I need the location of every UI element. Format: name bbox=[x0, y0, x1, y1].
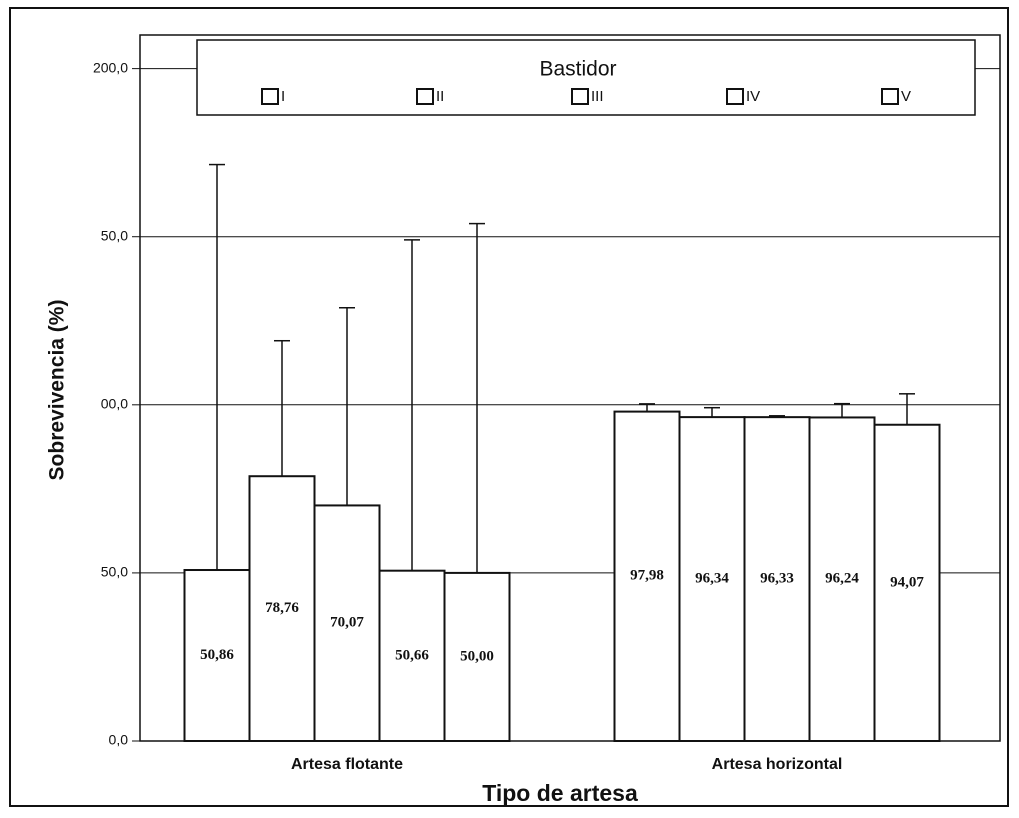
value-label: 97,98 bbox=[630, 568, 664, 584]
value-label: 50,86 bbox=[200, 647, 234, 663]
y-tick-label: 50,0 bbox=[101, 227, 128, 243]
bar bbox=[808, 416, 876, 742]
y-tick-label: 50,0 bbox=[101, 564, 128, 580]
value-label: 50,66 bbox=[395, 647, 429, 663]
value-label: 96,24 bbox=[825, 571, 859, 587]
x-tick-label: Artesa flotante bbox=[291, 756, 403, 773]
legend-swatch bbox=[416, 88, 434, 105]
value-label: 78,76 bbox=[265, 600, 299, 616]
legend-title: Bastidor bbox=[539, 58, 616, 81]
legend-label: III bbox=[591, 88, 604, 105]
legend-label: II bbox=[436, 88, 444, 105]
y-tick-label: 00,0 bbox=[101, 396, 128, 412]
y-tick-label: 200,0 bbox=[93, 59, 128, 75]
legend-swatch bbox=[881, 88, 899, 105]
bar bbox=[443, 571, 511, 743]
value-label: 50,00 bbox=[460, 648, 494, 664]
legend-label: V bbox=[901, 88, 911, 105]
legend-label: IV bbox=[746, 88, 760, 105]
legend-label: I bbox=[281, 88, 285, 105]
bar bbox=[873, 423, 941, 742]
y-axis-label: Sobrevivencia (%) bbox=[46, 300, 69, 481]
bar bbox=[678, 416, 746, 742]
value-label: 96,33 bbox=[760, 571, 794, 587]
x-tick-label: Artesa horizontal bbox=[712, 756, 843, 773]
x-axis-label: Tipo de artesa bbox=[482, 780, 638, 806]
value-label: 70,07 bbox=[330, 615, 364, 631]
bar bbox=[743, 416, 811, 742]
value-label: 94,07 bbox=[890, 574, 924, 590]
bar bbox=[378, 569, 446, 743]
outer-frame bbox=[9, 7, 1009, 807]
y-tick-label: 0,0 bbox=[109, 732, 129, 748]
legend-swatch bbox=[726, 88, 744, 105]
legend-swatch bbox=[571, 88, 589, 105]
legend-swatch bbox=[261, 88, 279, 105]
bar bbox=[613, 410, 681, 742]
value-label: 96,34 bbox=[695, 570, 729, 586]
